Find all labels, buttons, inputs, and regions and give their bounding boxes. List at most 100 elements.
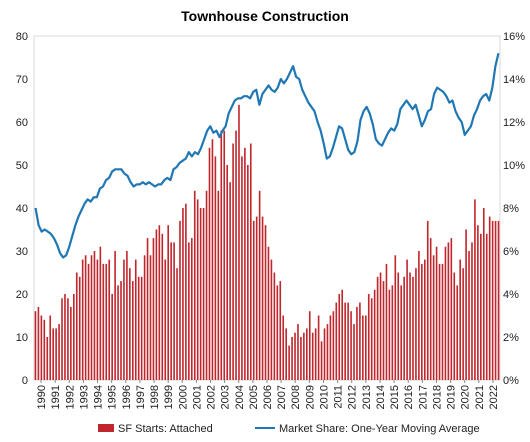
bar-29 (120, 281, 122, 380)
bar-105 (344, 302, 346, 380)
bar-121 (391, 285, 394, 380)
bar-113 (367, 294, 370, 380)
bar-114 (370, 298, 373, 380)
market-share-line (34, 52, 500, 259)
bar-130 (418, 251, 420, 380)
x-tick-label: 2000 (177, 385, 189, 409)
bar-32 (129, 268, 131, 380)
right-tick-label: 0% (503, 375, 519, 387)
bar-77 (261, 216, 264, 380)
right-tick-label: 14% (503, 74, 525, 86)
bar-86 (288, 345, 290, 380)
bar-134 (429, 238, 432, 380)
bar-153 (485, 233, 488, 380)
bar-143 (456, 285, 459, 380)
bar-18 (87, 263, 90, 380)
bar-107 (350, 311, 352, 380)
bar-28 (117, 285, 119, 380)
bar-71 (244, 147, 246, 380)
bar-80 (270, 259, 273, 380)
x-tick-label: 1999 (163, 385, 175, 409)
bar-108 (353, 324, 355, 380)
x-tick-label: 2012 (347, 385, 359, 409)
x-tick-label: 2021 (474, 385, 486, 409)
bar-16 (81, 259, 84, 380)
bar-48 (176, 268, 178, 380)
x-tick-label: 2003 (220, 385, 232, 409)
bar-21 (96, 259, 99, 380)
right-tick-label: 12% (503, 117, 525, 129)
bar-9 (61, 298, 63, 380)
right-tick-label: 8% (503, 203, 519, 215)
bar-87 (291, 337, 293, 380)
x-axis: 1990 1991 1992 1993 1994 1995 1996 1997 1998 1999… (36, 380, 500, 409)
bar-81 (273, 272, 276, 380)
bar-112 (364, 315, 367, 380)
bar-88 (294, 332, 296, 380)
x-tick-label: 2018 (431, 385, 443, 409)
bar-68 (235, 130, 237, 380)
bar-123 (397, 272, 400, 380)
x-tick-label: 1991 (50, 385, 62, 409)
bar-36 (140, 276, 143, 380)
bar-96 (317, 315, 320, 380)
x-tick-label: 1996 (121, 385, 133, 409)
left-tick-label: 50 (16, 160, 28, 172)
bar-117 (379, 272, 382, 380)
bar-103 (338, 294, 341, 380)
bar-15 (78, 276, 81, 380)
bar-46 (170, 242, 172, 380)
legend-label-bar: SF Starts: Attached (118, 423, 213, 435)
bar-61 (214, 156, 217, 380)
bar-74 (252, 220, 255, 380)
bar-13 (73, 294, 75, 380)
bar-62 (217, 190, 220, 380)
x-tick-label: 1990 (36, 385, 48, 409)
bar-152 (482, 208, 485, 380)
bar-58 (205, 190, 208, 380)
bar-37 (143, 255, 146, 380)
bar-133 (426, 220, 429, 380)
bar-23 (102, 263, 105, 380)
bar-148 (471, 242, 473, 380)
bar-60 (211, 139, 214, 380)
bar-35 (137, 276, 140, 380)
x-tick-label: 2020 (460, 385, 472, 409)
x-tick-label: 2004 (234, 385, 246, 409)
x-tick-label: 2016 (403, 385, 415, 409)
bar-56 (199, 208, 202, 380)
left-tick-label: 10 (16, 332, 28, 344)
bar-125 (403, 276, 405, 380)
bar-110 (359, 302, 361, 380)
bar-126 (406, 259, 408, 380)
legend: SF Starts: Attached Market Share: One-Ye… (98, 423, 480, 435)
legend-swatch-bar (98, 424, 114, 432)
bar-19 (90, 255, 93, 380)
plot-area (33, 35, 501, 381)
bar-17 (84, 255, 87, 380)
bar-128 (412, 276, 414, 380)
bar-25 (108, 259, 111, 380)
bar-135 (432, 255, 435, 380)
bar-69 (238, 104, 240, 381)
bar-12 (70, 306, 72, 380)
bar-20 (93, 251, 96, 380)
bar-43 (161, 233, 164, 380)
bar-140 (447, 242, 450, 380)
bar-63 (220, 130, 223, 380)
bar-14 (75, 272, 78, 380)
x-tick-label: 2009 (304, 385, 316, 409)
legend-label-line: Market Share: One-Year Moving Average (279, 423, 480, 435)
bar-22 (99, 246, 102, 380)
bar-91 (303, 332, 305, 380)
x-tick-label: 2001 (191, 385, 203, 409)
x-tick-label: 2011 (333, 385, 345, 409)
bar-93 (308, 311, 311, 380)
bar-95 (314, 328, 317, 380)
bar-97 (320, 341, 323, 380)
bar-144 (459, 259, 461, 380)
bar-40 (152, 238, 155, 380)
bar-series (34, 104, 500, 381)
bar-39 (149, 255, 152, 380)
